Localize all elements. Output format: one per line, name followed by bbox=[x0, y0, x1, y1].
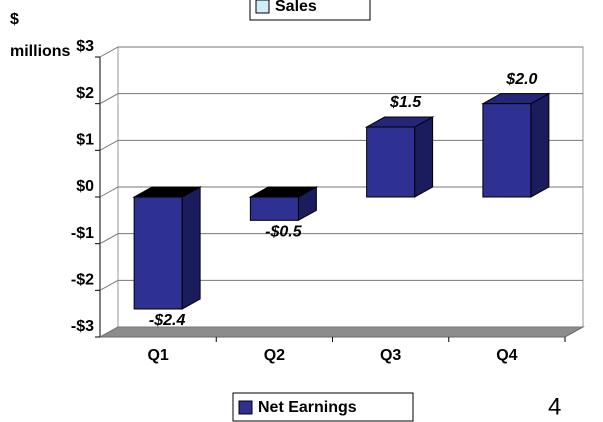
y-tick-label: $2 bbox=[76, 85, 94, 102]
bar-front bbox=[249, 196, 299, 221]
bar bbox=[364, 116, 435, 198]
bar-side bbox=[530, 92, 550, 198]
value-label: $2.0 bbox=[505, 71, 537, 88]
bar-front bbox=[133, 196, 183, 310]
legend-box bbox=[249, 0, 371, 21]
bar-front bbox=[482, 103, 532, 198]
x-tick-label: Q1 bbox=[147, 347, 168, 364]
y-tick-label: $1 bbox=[76, 132, 94, 149]
x-tick-label: Q3 bbox=[380, 347, 401, 364]
grid-line bbox=[99, 233, 583, 245]
grid-line bbox=[99, 326, 583, 338]
grid-line bbox=[99, 93, 583, 105]
x-tick-label: Q2 bbox=[264, 347, 285, 364]
value-label: -$0.5 bbox=[265, 224, 303, 241]
grid-line bbox=[99, 279, 583, 291]
legend-label: Net Earnings bbox=[258, 399, 357, 416]
grid-line bbox=[99, 46, 583, 58]
bar bbox=[248, 186, 319, 222]
bar-front bbox=[366, 126, 416, 198]
bar bbox=[480, 92, 551, 198]
page-number: 4 bbox=[548, 393, 561, 420]
y-tick-label: -$1 bbox=[71, 225, 94, 242]
value-label: -$2.4 bbox=[149, 312, 186, 329]
x-tick-label: Q4 bbox=[496, 347, 517, 364]
y-tick-label: -$2 bbox=[71, 272, 94, 289]
legend-label: Sales bbox=[275, 0, 317, 15]
legend-swatch bbox=[255, 0, 270, 14]
y-tick-label: -$3 bbox=[71, 318, 94, 335]
legend-swatch bbox=[238, 400, 253, 415]
y-tick-label: $3 bbox=[76, 38, 94, 55]
legend-box bbox=[232, 392, 414, 422]
bar-side bbox=[181, 186, 201, 310]
y-axis-title: $ bbox=[10, 11, 19, 28]
bar bbox=[132, 186, 203, 310]
y-axis-title: millions bbox=[10, 43, 71, 60]
bar-side bbox=[414, 116, 434, 198]
value-label: $1.5 bbox=[389, 94, 422, 111]
y-tick-label: $0 bbox=[76, 178, 94, 195]
